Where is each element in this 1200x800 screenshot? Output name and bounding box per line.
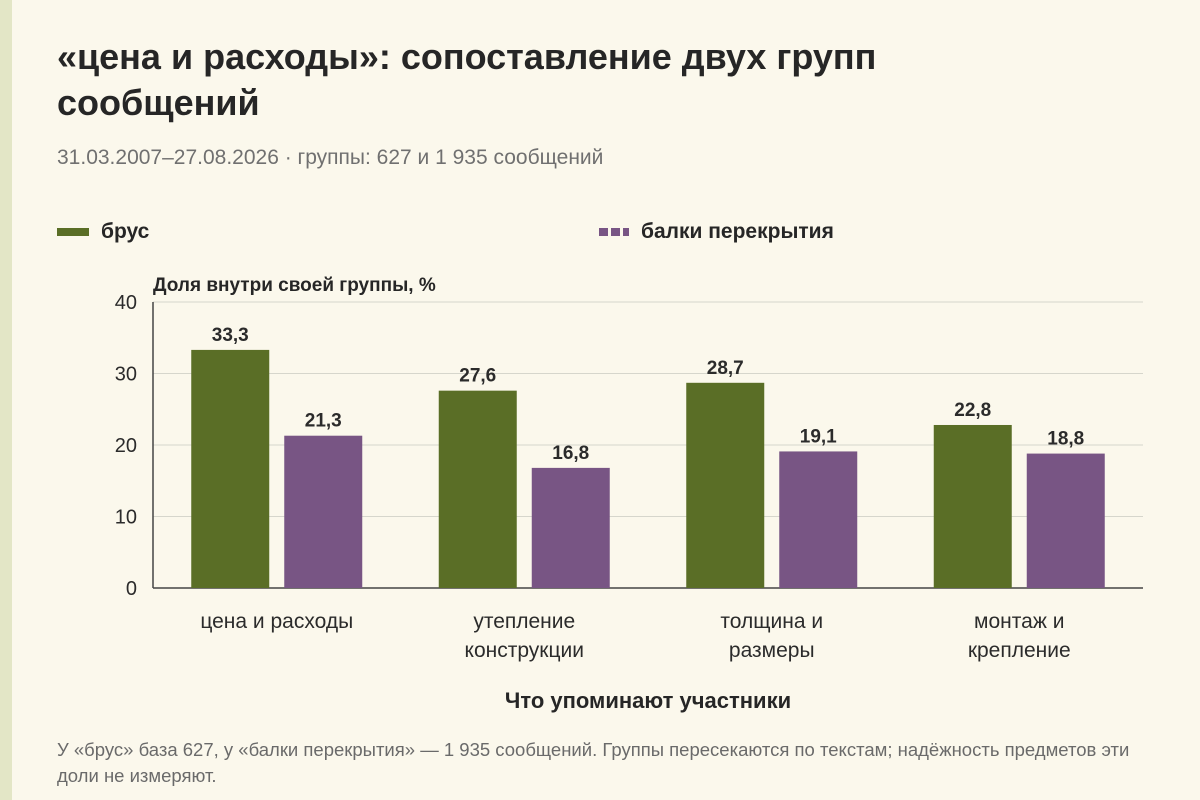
y-tick-label: 0 xyxy=(126,578,137,600)
category-label-2: толщина и размеры xyxy=(720,610,823,662)
y-tick-label: 30 xyxy=(115,364,137,386)
y-tick-label: 10 xyxy=(115,507,137,529)
legend-label-balki: балки перекрытия xyxy=(641,220,834,243)
legend-item-balki: балки перекрытия xyxy=(599,220,834,244)
bars xyxy=(191,349,1105,588)
category-label-1: утепление конструкции xyxy=(465,610,584,662)
y-axis-ticks: 0 10 20 30 40 xyxy=(115,292,137,600)
value-label: 16,8 xyxy=(552,443,589,464)
bar-balki-1 xyxy=(531,467,610,588)
value-labels: 33,3 21,3 27,6 16,8 28,7 19,1 22,8 18,8 xyxy=(212,325,1084,464)
value-label: 27,6 xyxy=(459,366,496,387)
x-axis-title: Что упоминают участники xyxy=(505,688,791,713)
bar-brus-0 xyxy=(191,349,270,588)
legend-swatch-balki xyxy=(599,228,629,236)
bar-balki-0 xyxy=(284,435,363,588)
legend-swatch-brus xyxy=(57,228,89,236)
y-tick-label: 20 xyxy=(115,435,137,457)
legend-label-brus: брус xyxy=(101,220,150,243)
bar-brus-3 xyxy=(933,424,1012,588)
bar-balki-3 xyxy=(1026,453,1105,588)
y-axis-title: Доля внутри своей группы, % xyxy=(153,275,436,296)
y-tick-label: 40 xyxy=(115,292,137,314)
category-label-3: монтаж и крепление xyxy=(968,610,1071,662)
chart-subtitle: 31.03.2007–27.08.2026 · группы: 627 и 1 … xyxy=(57,146,604,169)
category-label-0: цена и расходы xyxy=(200,610,353,633)
value-label: 33,3 xyxy=(212,325,249,346)
footnote: У «брус» база 627, у «балки перекрытия» … xyxy=(57,739,1130,786)
legend-item-brus: брус xyxy=(57,220,149,244)
x-axis-categories: цена и расходы утепление конструкции толщин… xyxy=(200,610,1070,662)
value-label: 21,3 xyxy=(305,411,342,432)
value-label: 19,1 xyxy=(800,426,837,447)
value-label: 28,7 xyxy=(707,358,744,379)
bar-brus-2 xyxy=(686,382,765,588)
bar-brus-1 xyxy=(438,390,517,588)
bar-balki-2 xyxy=(779,451,858,588)
value-label: 22,8 xyxy=(954,400,991,421)
chart-title: «цена и расходы»: сопоставление двух гру… xyxy=(57,36,877,123)
value-label: 18,8 xyxy=(1047,429,1084,450)
left-accent-strip xyxy=(0,0,12,800)
